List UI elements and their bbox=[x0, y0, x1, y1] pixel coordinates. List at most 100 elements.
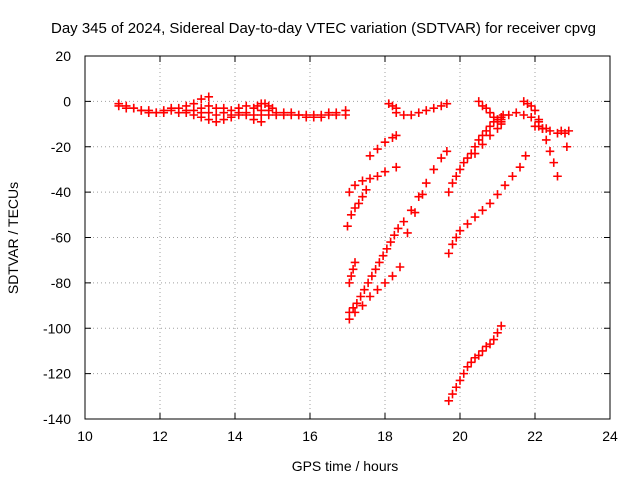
data-point bbox=[474, 135, 484, 145]
data-point bbox=[448, 240, 457, 249]
data-point bbox=[444, 396, 454, 406]
y-tick-label: 20 bbox=[55, 48, 71, 64]
data-point bbox=[196, 112, 206, 122]
data-point bbox=[211, 110, 221, 120]
data-point bbox=[393, 224, 403, 233]
data-point bbox=[436, 101, 446, 111]
data-point bbox=[352, 298, 362, 308]
data-point bbox=[219, 103, 229, 113]
x-tick-label: 12 bbox=[152, 428, 168, 444]
y-tick-label: -80 bbox=[51, 275, 71, 291]
data-point bbox=[196, 103, 206, 113]
data-point bbox=[380, 278, 390, 288]
data-point bbox=[249, 115, 259, 124]
data-point bbox=[345, 314, 354, 324]
data-point bbox=[279, 108, 289, 118]
data-point bbox=[241, 101, 251, 111]
data-point bbox=[331, 108, 341, 118]
data-point bbox=[358, 176, 367, 186]
x-tick-label: 16 bbox=[302, 428, 318, 444]
data-point bbox=[474, 97, 484, 106]
data-point bbox=[463, 153, 472, 163]
data-point bbox=[346, 271, 356, 281]
data-point bbox=[159, 106, 169, 115]
data-point bbox=[418, 190, 427, 199]
data-point bbox=[174, 103, 184, 113]
data-point bbox=[373, 144, 382, 154]
data-point bbox=[204, 92, 214, 102]
data-point bbox=[268, 103, 277, 113]
data-point bbox=[391, 162, 401, 172]
data-point bbox=[375, 258, 384, 267]
data-point bbox=[348, 303, 358, 313]
data-point bbox=[204, 115, 214, 124]
plot-frame bbox=[84, 55, 611, 420]
data-point bbox=[421, 178, 431, 188]
chart-title: Day 345 of 2024, Sidereal Day-to-day VTE… bbox=[51, 20, 596, 37]
y-tick-label: -100 bbox=[43, 320, 71, 336]
data-point bbox=[448, 389, 457, 399]
y-tick-label: -140 bbox=[43, 411, 71, 427]
data-point bbox=[530, 106, 540, 115]
data-point bbox=[365, 292, 375, 301]
data-point bbox=[136, 106, 146, 115]
data-point bbox=[459, 369, 469, 378]
data-point bbox=[406, 110, 416, 120]
data-point bbox=[211, 117, 221, 127]
data-point bbox=[360, 285, 369, 294]
data-point bbox=[189, 106, 199, 115]
data-point bbox=[121, 103, 131, 113]
data-point bbox=[309, 110, 319, 120]
data-point bbox=[219, 115, 229, 124]
data-point bbox=[541, 135, 551, 145]
data-point bbox=[478, 346, 487, 356]
data-point bbox=[451, 233, 461, 242]
data-point bbox=[478, 131, 487, 140]
data-point bbox=[470, 149, 480, 158]
data-point bbox=[354, 199, 364, 208]
data-point bbox=[519, 110, 529, 120]
data-point bbox=[500, 181, 510, 190]
data-point bbox=[414, 108, 424, 118]
data-point bbox=[341, 106, 350, 115]
y-tick-label: -120 bbox=[43, 366, 71, 382]
data-point bbox=[151, 108, 161, 118]
data-point bbox=[545, 126, 555, 136]
data-point bbox=[371, 264, 380, 274]
data-point bbox=[241, 108, 251, 118]
data-point bbox=[367, 271, 377, 281]
data-point bbox=[504, 110, 514, 120]
data-point bbox=[485, 339, 495, 349]
y-tick-label: 0 bbox=[63, 93, 71, 109]
x-tick-label: 14 bbox=[227, 428, 243, 444]
data-point bbox=[345, 187, 354, 197]
data-point bbox=[324, 108, 334, 118]
data-point bbox=[485, 108, 495, 118]
y-tick-label: -20 bbox=[51, 139, 71, 155]
data-point bbox=[361, 185, 371, 195]
data-point bbox=[399, 110, 409, 120]
data-point bbox=[211, 103, 221, 113]
data-point bbox=[429, 103, 439, 113]
data-point bbox=[204, 108, 214, 118]
data-point bbox=[442, 146, 452, 156]
data-point bbox=[181, 101, 191, 111]
data-point bbox=[380, 137, 390, 147]
data-point bbox=[463, 219, 472, 229]
data-point bbox=[493, 190, 502, 199]
data-point bbox=[382, 244, 392, 254]
data-point bbox=[345, 278, 354, 288]
data-point bbox=[485, 131, 495, 140]
data-point bbox=[388, 271, 397, 281]
data-point bbox=[256, 117, 266, 127]
data-point bbox=[463, 362, 472, 372]
data-point bbox=[478, 140, 487, 149]
x-tick-labels: 10 12 14 16 18 20 22 24 bbox=[77, 428, 618, 444]
data-point bbox=[545, 146, 555, 156]
data-points bbox=[114, 92, 574, 406]
data-point bbox=[459, 158, 469, 167]
data-point bbox=[448, 178, 457, 188]
data-point bbox=[485, 199, 495, 208]
data-point bbox=[196, 94, 206, 104]
